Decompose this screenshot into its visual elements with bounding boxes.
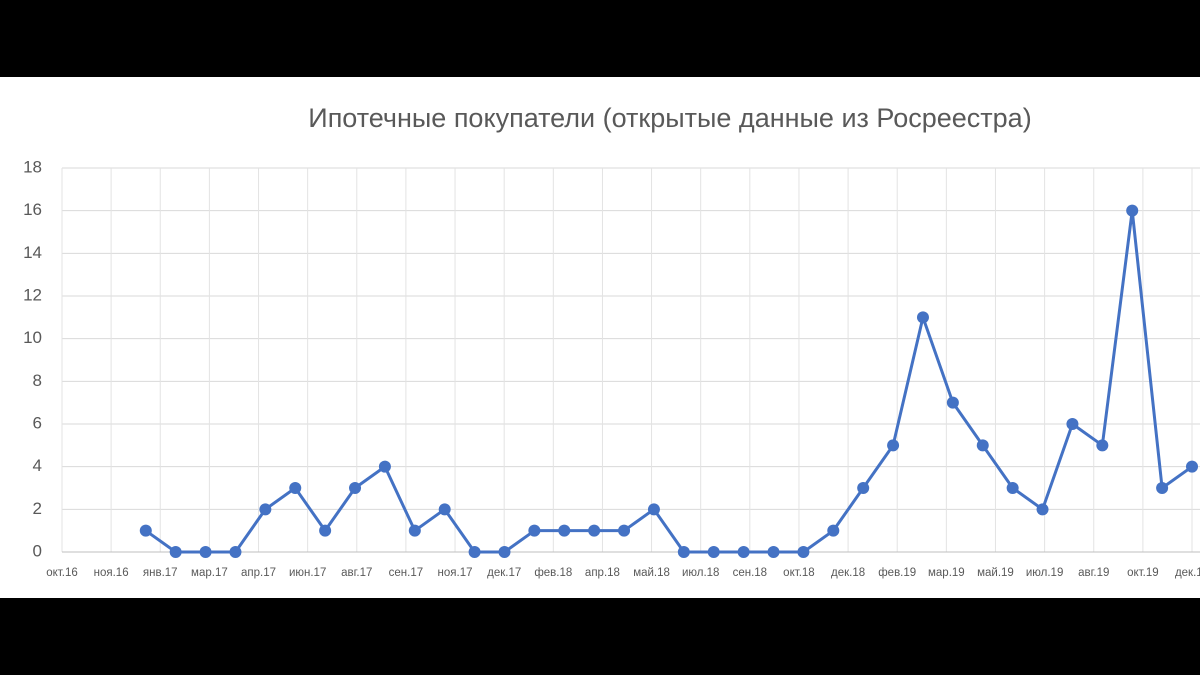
data-point [1156,482,1169,494]
chart-area [0,77,1200,598]
data-point [1006,482,1019,494]
data-point [677,546,690,558]
data-line [144,209,1193,554]
data-point [797,546,810,558]
data-point [767,546,780,558]
data-point [647,503,660,516]
x-tick-label: ноя.17 [438,567,473,579]
data-point [618,524,631,537]
x-tick-label: фев.18 [534,567,572,579]
x-tick-label: янв.17 [143,567,178,579]
y-tick-label: 12 [23,285,42,304]
chart-title: Ипотечные покупатели (открытые данные из… [308,103,1031,133]
x-tick-label: июл.18 [682,567,720,579]
x-tick-label: фев.19 [878,567,916,579]
data-point [319,524,332,537]
data-point [199,546,212,558]
y-tick-label: 2 [33,499,42,518]
data-point [1126,204,1139,217]
data-point [438,503,451,516]
x-tick-label: сен.18 [733,567,767,579]
y-tick-label: 0 [33,541,42,560]
data-point [857,482,870,494]
x-tick-label: дек.19 [1175,567,1200,579]
x-tick-label: май.18 [633,567,670,579]
y-tick-label: 14 [23,243,42,262]
data-point [498,546,511,558]
data-point [289,482,302,494]
data-point [408,524,421,537]
data-point [588,524,601,537]
y-tick-label: 16 [23,200,42,219]
x-tick-label: окт.16 [46,567,78,579]
x-tick-label: авг.19 [1078,567,1109,579]
data-point [468,546,481,558]
data-point [1186,460,1198,473]
x-tick-label: мар.17 [191,567,228,579]
data-point [259,503,272,516]
x-tick-label: май.19 [977,567,1014,579]
data-point [378,460,391,473]
y-tick-label: 8 [33,371,42,390]
x-tick-label: июн.17 [289,567,326,579]
x-tick-label: ноя.16 [94,567,129,579]
x-tick-label: мар.19 [928,567,965,579]
data-point [887,439,900,452]
x-tick-label: апр.18 [585,567,620,579]
x-tick-label: июл.19 [1026,567,1064,579]
data-point [737,546,750,558]
data-point [1036,503,1049,516]
data-point [349,482,362,494]
y-tick-label: 4 [33,456,42,475]
data-point [528,524,541,537]
data-point [169,546,182,558]
x-tick-label: окт.19 [1127,567,1159,579]
data-point [976,439,989,452]
data-point [1066,418,1079,430]
x-tick-label: дек.17 [487,567,521,579]
x-tick-label: апр.17 [241,567,276,579]
data-point [1096,439,1109,452]
data-point [827,524,840,537]
data-point [707,546,720,558]
y-tick-label: 18 [23,157,42,176]
data-point [946,396,959,409]
x-tick-label: окт.18 [783,567,815,579]
data-point [916,311,929,324]
data-point [139,524,152,537]
data-point [558,524,571,537]
x-tick-label: сен.17 [389,567,423,579]
x-tick-label: дек.18 [831,567,865,579]
y-tick-label: 10 [23,328,42,347]
x-tick-label: авг.17 [341,567,372,579]
y-tick-label: 6 [33,413,42,432]
data-point [229,546,242,558]
